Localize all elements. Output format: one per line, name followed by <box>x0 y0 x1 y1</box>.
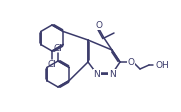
Text: OH: OH <box>156 60 170 70</box>
Text: Cl: Cl <box>48 59 56 69</box>
Text: N: N <box>94 70 100 79</box>
Text: N: N <box>109 70 115 79</box>
Text: Cl: Cl <box>54 43 62 53</box>
Text: O: O <box>127 57 134 67</box>
Text: O: O <box>96 20 102 29</box>
